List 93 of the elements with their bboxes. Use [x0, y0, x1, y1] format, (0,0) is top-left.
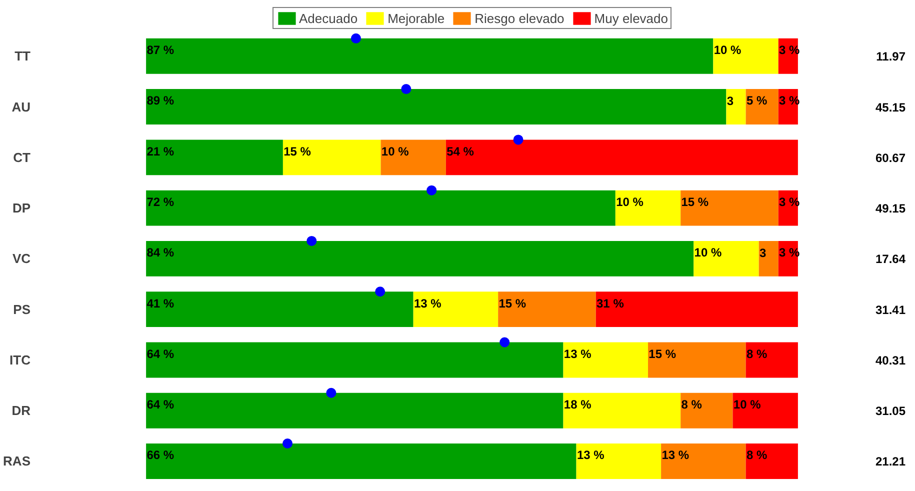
data-label: 15 % [498, 296, 526, 310]
data-label: 89 % [146, 94, 174, 108]
bar [732, 392, 798, 428]
bar [282, 140, 381, 176]
bar [146, 292, 414, 328]
data-label: 21 % [146, 144, 174, 158]
bar [146, 140, 283, 176]
bar [563, 342, 648, 378]
data-label: 15 % [284, 144, 312, 158]
data-label: 72 % [146, 194, 174, 209]
annotation: 60.67 [875, 150, 906, 165]
bar [146, 444, 576, 479]
bar [680, 190, 778, 226]
data-label: 8 % [746, 346, 768, 361]
y-tick-label: CT [13, 150, 31, 165]
point [306, 236, 317, 246]
data-label: 87 % [146, 43, 174, 58]
data-label: 13 % [662, 448, 690, 462]
bar [648, 342, 746, 378]
bar [615, 190, 681, 226]
bar [498, 292, 596, 328]
data-label: 41 % [146, 296, 174, 310]
data-label: 64 % [146, 398, 174, 412]
legend-label: Mejorable [388, 10, 445, 26]
data-label: 64 % [146, 346, 174, 361]
bar [694, 240, 759, 276]
bar [576, 444, 662, 479]
annotation: 31.05 [875, 404, 906, 418]
data-label: 15 % [681, 194, 709, 209]
annotation: 49.15 [875, 202, 906, 216]
bar [380, 140, 446, 176]
data-label: 31 % [596, 296, 624, 310]
bar [146, 38, 714, 74]
point [513, 134, 524, 145]
data-label: 13 % [414, 296, 442, 310]
data-label: 84 % [146, 246, 174, 260]
data-label: 8 % [746, 448, 768, 462]
bar [146, 89, 726, 124]
data-label: 66 % [146, 448, 174, 462]
bar [146, 240, 694, 276]
point [426, 185, 437, 196]
y-tick-label: AU [12, 99, 31, 114]
annotation: 11.97 [876, 50, 906, 64]
bar [146, 190, 616, 226]
point [282, 438, 293, 449]
y-tick-label: TT [14, 48, 31, 64]
point [500, 337, 510, 348]
bar [146, 342, 564, 378]
bar [413, 292, 498, 328]
bar [746, 444, 798, 479]
bar [746, 342, 798, 378]
data-label: 10 % [733, 398, 762, 412]
bar [563, 392, 681, 428]
y-tick-label: VC [12, 251, 32, 266]
bar [758, 240, 778, 276]
data-label: 3 [726, 94, 734, 108]
bar [146, 392, 564, 428]
legend-label: Muy elevado [594, 10, 668, 26]
annotation: 40.31 [875, 353, 906, 368]
bar [746, 89, 778, 124]
bar [661, 444, 746, 479]
data-label: 10 % [694, 246, 722, 260]
bar [726, 89, 746, 124]
data-label: 18 % [564, 398, 592, 412]
point [350, 33, 361, 44]
data-label: 10 % [616, 194, 644, 209]
y-tick-label: ITC [10, 352, 32, 368]
annotation: 45.15 [875, 100, 906, 114]
data-label: 5 % [746, 94, 768, 108]
annotation: 21.21 [875, 454, 906, 469]
bar [596, 292, 798, 328]
y-tick-label: DR [12, 403, 32, 418]
annotation: 17.64 [875, 252, 906, 266]
data-label: 8 % [681, 398, 702, 412]
data-label: 10 % [714, 43, 742, 58]
data-label: 15 % [648, 346, 676, 361]
y-tick-label: DP [12, 200, 31, 216]
data-label: 13 % [576, 448, 605, 462]
point [326, 388, 336, 398]
data-label: 10 % [381, 144, 410, 158]
legend-label: Riesgo elevado [474, 10, 564, 26]
bar [446, 140, 798, 176]
bar [680, 392, 733, 428]
point [401, 84, 412, 94]
annotation: 31.41 [875, 302, 906, 317]
bar [713, 38, 778, 74]
y-tick-label: PS [13, 302, 31, 317]
data-label: 54 % [446, 144, 474, 158]
point [375, 286, 386, 297]
data-label: 3 [759, 246, 766, 260]
data-label: 13 % [564, 346, 592, 361]
y-tick-label: RAS [3, 454, 31, 469]
legend-label: Adecuado [299, 10, 358, 26]
